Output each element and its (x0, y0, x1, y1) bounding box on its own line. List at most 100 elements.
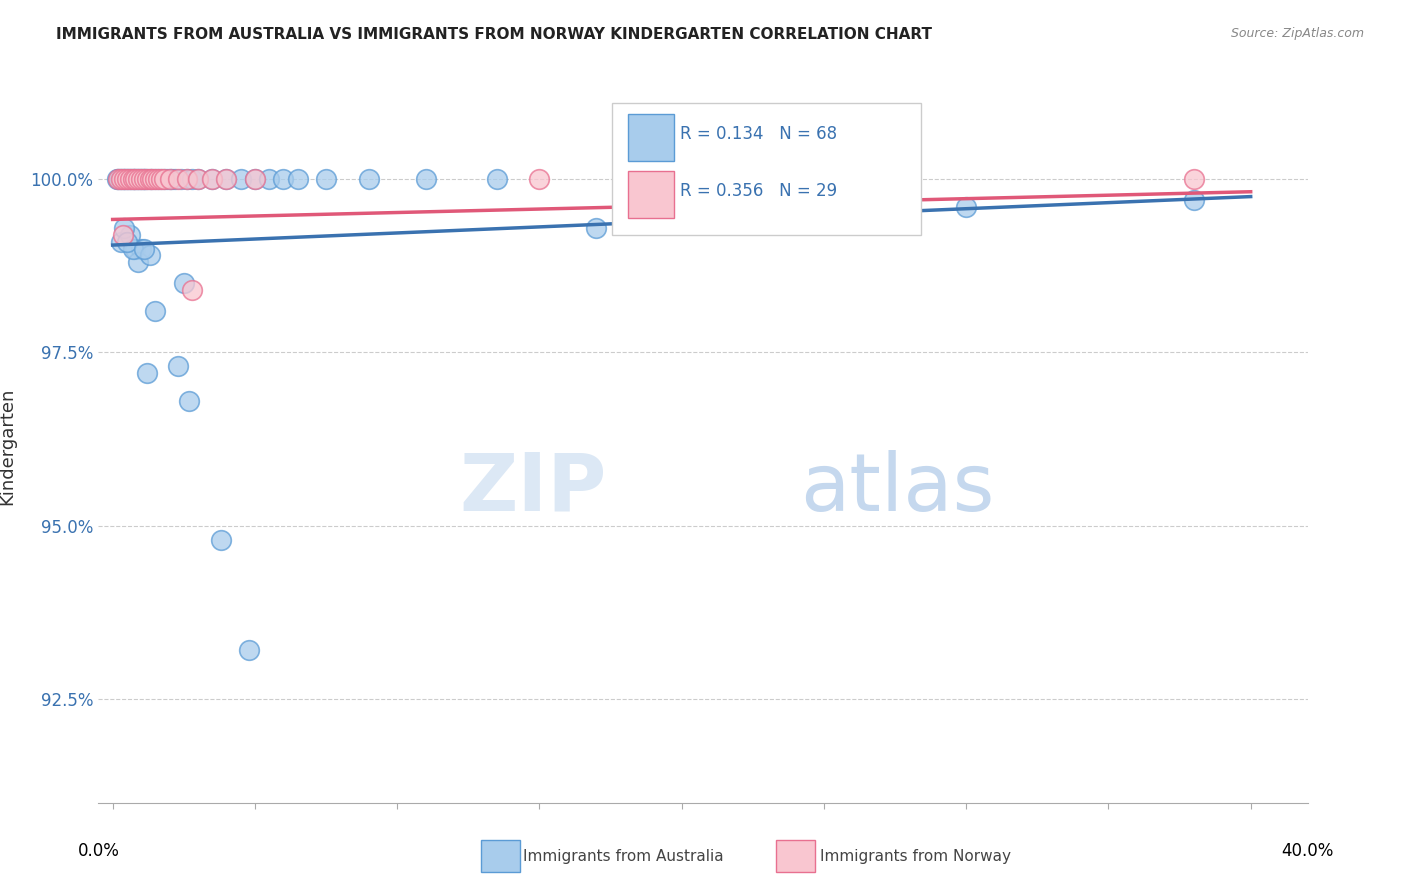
Point (135, 366, 157, 380)
Point (120, 172, 142, 186)
Point (173, 276, 195, 290)
Point (111, 227, 134, 242)
Point (143, 172, 166, 186)
Point (141, 172, 163, 186)
Point (128, 172, 150, 186)
Point (273, 172, 295, 186)
Point (153, 172, 176, 186)
Point (107, 172, 129, 186)
Point (181, 172, 204, 186)
Point (187, 172, 209, 186)
Point (243, 172, 266, 186)
Text: Immigrants from Australia: Immigrants from Australia (523, 849, 724, 863)
Point (111, 172, 134, 186)
Point (146, 172, 169, 186)
Point (141, 172, 163, 186)
Point (118, 172, 141, 186)
Point (122, 172, 145, 186)
Point (110, 235, 132, 249)
Point (181, 283, 204, 297)
Point (150, 172, 173, 186)
Point (107, 172, 129, 186)
Text: 0.0%: 0.0% (77, 842, 120, 860)
Point (134, 172, 156, 186)
Point (162, 172, 184, 186)
Point (315, 172, 337, 186)
Point (146, 172, 169, 186)
Point (138, 248, 160, 262)
Point (159, 172, 181, 186)
Point (129, 242, 152, 256)
Point (121, 172, 143, 186)
Point (170, 172, 193, 186)
Point (585, 220, 607, 235)
Point (485, 172, 508, 186)
Point (238, 643, 260, 657)
Point (955, 200, 977, 214)
Point (132, 172, 155, 186)
FancyBboxPatch shape (628, 171, 673, 218)
Point (201, 172, 224, 186)
Point (1182, 172, 1205, 186)
Point (167, 172, 190, 186)
Point (121, 172, 143, 186)
Point (117, 172, 139, 186)
Point (112, 172, 135, 186)
Point (179, 394, 201, 409)
Text: Immigrants from Norway: Immigrants from Norway (820, 849, 1011, 863)
Point (243, 172, 266, 186)
Point (357, 172, 380, 186)
Point (415, 172, 437, 186)
Point (124, 242, 146, 256)
Point (110, 172, 132, 186)
Point (118, 227, 141, 242)
Point (215, 172, 238, 186)
Point (129, 172, 152, 186)
Y-axis label: Kindergarten: Kindergarten (0, 387, 17, 505)
FancyBboxPatch shape (613, 103, 921, 235)
Point (143, 172, 166, 186)
Point (124, 172, 146, 186)
Point (135, 172, 157, 186)
Point (176, 172, 198, 186)
Point (138, 172, 160, 186)
Point (112, 220, 135, 235)
Point (215, 172, 238, 186)
Point (124, 172, 146, 186)
Point (105, 172, 128, 186)
Point (176, 172, 198, 186)
Point (127, 255, 149, 269)
Point (143, 304, 166, 318)
Text: Source: ZipAtlas.com: Source: ZipAtlas.com (1230, 27, 1364, 40)
Point (118, 172, 141, 186)
Point (159, 172, 181, 186)
Point (125, 172, 148, 186)
Point (129, 172, 152, 186)
Point (114, 172, 136, 186)
Text: 40.0%: 40.0% (1281, 842, 1334, 860)
Point (153, 172, 176, 186)
Point (108, 172, 131, 186)
Point (110, 172, 132, 186)
Point (115, 235, 138, 249)
Text: IMMIGRANTS FROM AUSTRALIA VS IMMIGRANTS FROM NORWAY KINDERGARTEN CORRELATION CHA: IMMIGRANTS FROM AUSTRALIA VS IMMIGRANTS … (56, 27, 932, 42)
Text: ZIP: ZIP (458, 450, 606, 528)
Point (127, 172, 149, 186)
Point (156, 172, 179, 186)
Point (167, 359, 190, 374)
Point (112, 172, 135, 186)
Point (209, 533, 232, 547)
Point (115, 172, 138, 186)
Point (187, 172, 209, 186)
Text: atlas: atlas (800, 450, 994, 528)
Text: R = 0.356   N = 29: R = 0.356 N = 29 (681, 182, 837, 200)
Point (287, 172, 309, 186)
Text: R = 0.134   N = 68: R = 0.134 N = 68 (681, 125, 837, 143)
Point (121, 242, 143, 256)
Point (150, 172, 173, 186)
Point (229, 172, 252, 186)
Point (135, 172, 157, 186)
Point (131, 172, 153, 186)
Point (132, 172, 155, 186)
Point (115, 172, 138, 186)
